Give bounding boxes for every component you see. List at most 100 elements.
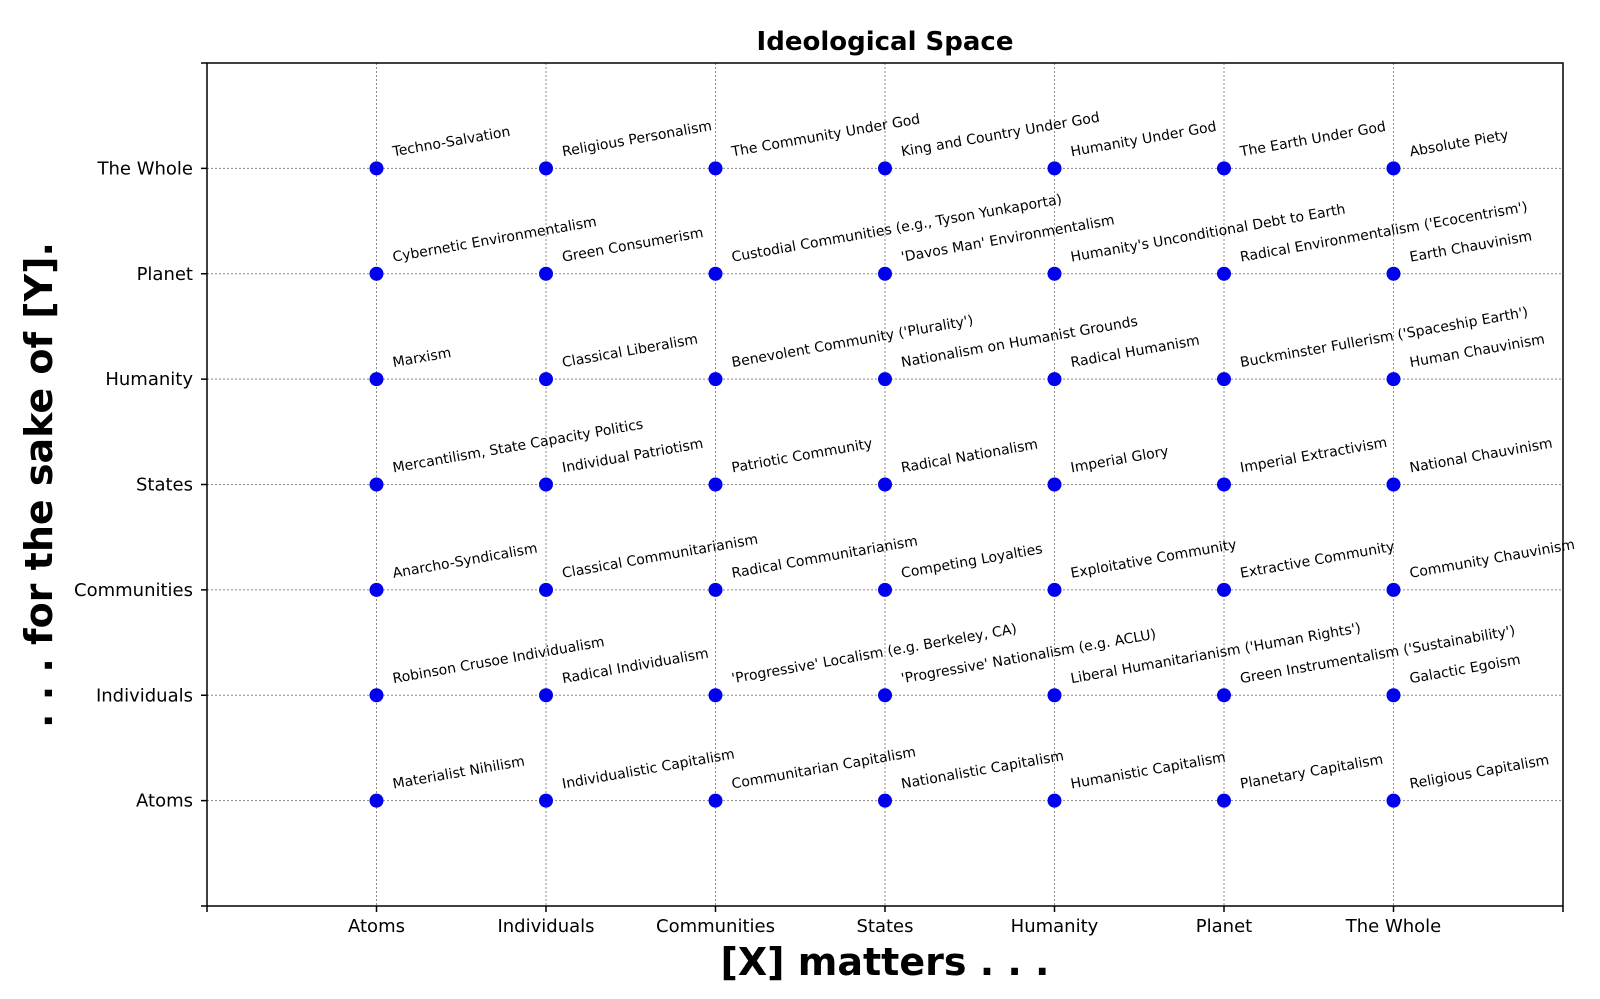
data-point [1217,477,1231,492]
x-tick-label: Planet [1196,916,1252,937]
point-label: Imperial Extractivism [1239,435,1388,477]
data-point [1047,161,1062,176]
point-label: The Earth Under God [1238,119,1387,161]
data-point [539,266,553,281]
data-point [1217,793,1231,808]
point-label: Earth Chauvinism [1408,228,1533,265]
point-label: Classical Communitarianism [561,532,759,582]
data-point [708,477,723,492]
data-point [878,266,892,281]
point-label: Techno-Salvation [390,124,511,161]
point-label: Exploitative Community [1069,537,1237,582]
point-label: Extractive Community [1239,539,1396,582]
x-tick-label: Individuals [497,916,594,937]
point-label: The Community Under God [729,111,921,160]
point-label: Radical Humanism [1069,333,1200,371]
data-point [369,477,384,492]
data-point [708,793,723,808]
point-label: Anarcho-Syndicalism [391,541,538,582]
point-label: Humanity's Unconditional Debt to Earth [1069,202,1346,266]
data-point [369,582,384,597]
point-label: Community Chauvinism [1408,537,1576,582]
y-tick-label: Individuals [96,685,193,706]
data-point [539,688,553,703]
point-label: Communitarian Capitalism [730,744,917,792]
point-label: Religious Personalism [561,118,713,160]
point-label: Marxism [391,345,452,371]
y-tick-label: Atoms [136,791,193,812]
data-point [539,477,553,492]
point-label: Competing Loyalties [900,541,1044,582]
x-tick-label: Atoms [348,916,405,937]
y-tick-label: The Whole [97,158,194,179]
point-label: Radical Communitarianism [730,533,919,582]
point-label: Imperial Glory [1069,443,1169,476]
data-point [878,793,892,808]
x-tick-label: Humanity [1011,916,1099,937]
data-point [1047,582,1062,597]
data-point [539,372,553,387]
data-point [878,477,892,492]
data-point [1386,266,1401,281]
point-label: Planetary Capitalism [1239,752,1384,793]
y-tick-label: Humanity [105,369,193,390]
data-point [708,266,723,281]
point-label: Materialist Nihilism [391,754,526,793]
point-label: Individualistic Capitalism [561,746,736,792]
data-point [369,793,384,808]
point-label: 'Progressive' Localism (e.g. Berkeley, C… [730,621,1018,687]
data-point [1047,372,1062,387]
data-point [1217,161,1231,176]
point-label: Nationalistic Capitalism [900,748,1065,792]
y-axis-label: . . . for the sake of [Y]. [17,242,61,728]
point-label: Radical Environmentalism ('Ecocentrism') [1239,199,1529,265]
y-tick-label: Planet [137,264,193,285]
data-point [1217,266,1231,281]
data-point [539,793,553,808]
x-tick-label: The Whole [1345,916,1442,937]
data-point [878,372,892,387]
data-point [878,582,892,597]
x-tick-label: States [856,916,913,937]
data-point [708,688,723,703]
data-point [878,688,892,703]
point-label: Patriotic Community [730,436,873,477]
data-point [539,161,553,176]
data-point [369,266,384,281]
data-point [1217,688,1231,703]
data-point [1217,582,1231,597]
point-label: Buckminster Fullerism ('Spaceship Earth'… [1239,305,1529,371]
x-tick-label: Communities [656,916,775,937]
y-tick-label: States [136,475,193,496]
point-label: Galactic Egoism [1408,652,1521,687]
data-point [1047,477,1062,492]
point-label: Green Instrumentalism ('Sustainability') [1239,623,1517,687]
chart-title: Ideological Space [757,27,1014,57]
data-point [1047,688,1062,703]
y-tick-label: Communities [74,580,193,601]
data-point [369,161,384,176]
data-point [369,372,384,387]
data-point [1386,688,1401,703]
point-label: Classical Liberalism [561,331,699,371]
point-label: Humanistic Capitalism [1069,750,1227,793]
data-point [1386,793,1401,808]
data-point [369,688,384,703]
data-point [708,582,723,597]
x-axis-label: [X] matters . . . [721,940,1050,984]
data-point [878,161,892,176]
point-label: Radical Nationalism [900,437,1039,477]
point-label: National Chauvinism [1408,436,1553,477]
point-label: Custodial Communities (e.g., Tyson Yunka… [730,192,1063,266]
data-point [1386,477,1401,492]
data-point [539,582,553,597]
point-label: Absolute Piety [1408,127,1509,160]
data-points [369,161,1401,808]
data-point [708,161,723,176]
axis-ticks: Atoms Individuals Communities States Humanit… [74,62,1564,937]
data-point [708,372,723,387]
data-point [1047,793,1062,808]
point-label: Liberal Humanitarianism ('Human Rights') [1069,620,1362,687]
data-point [1386,582,1401,597]
